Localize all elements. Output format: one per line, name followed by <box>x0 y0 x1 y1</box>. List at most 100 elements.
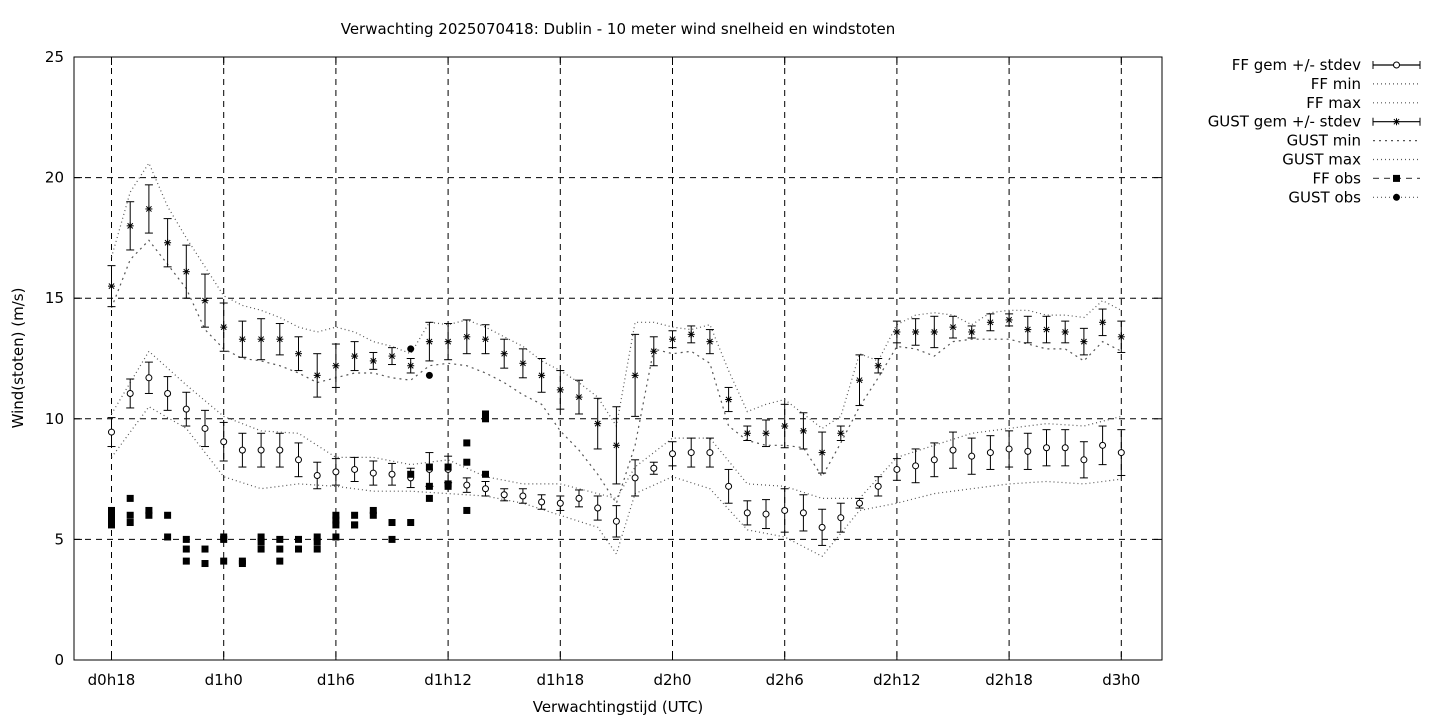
ff-mean-point <box>463 481 471 489</box>
star-stroke <box>837 430 844 437</box>
ff-mean-point <box>986 449 994 457</box>
ff-obs-point <box>126 494 134 502</box>
ff-obs-point <box>108 521 115 529</box>
star-stroke <box>893 328 900 335</box>
ff-obs-point <box>313 538 321 546</box>
ff-mean-point <box>874 482 882 490</box>
ff-obs-point <box>164 533 172 541</box>
legend-entry: FF max <box>1306 94 1420 112</box>
y-tick-label: 0 <box>54 651 64 669</box>
ff-obs-point <box>295 545 302 553</box>
ff-mean-point <box>949 446 957 454</box>
ff-mean-point <box>145 374 153 382</box>
gust-mean-point <box>575 393 583 401</box>
ff-mean-point <box>706 449 714 457</box>
ff-obs-point <box>444 463 452 471</box>
ff-obs-point <box>108 511 115 519</box>
gust-mean-point <box>612 441 620 449</box>
gust-mean-point <box>912 328 920 336</box>
gust-mean-point <box>313 371 321 379</box>
star-stroke <box>332 362 339 369</box>
ff-mean-point <box>369 469 377 477</box>
y-tick-label: 10 <box>45 410 64 428</box>
ff-obs-point <box>332 521 340 529</box>
ff-mean-point <box>575 494 583 502</box>
y-tick-label: 15 <box>45 289 64 307</box>
legend-label: GUST max <box>1282 151 1361 169</box>
ff-mean-point <box>538 498 546 506</box>
ff-obs-point <box>182 545 190 553</box>
ff-obs-point <box>145 511 153 519</box>
ff-obs-point <box>108 506 115 514</box>
ff-mean-point <box>762 510 770 518</box>
star-stroke <box>613 442 620 449</box>
star-stroke <box>819 449 826 456</box>
legend-swatch-marker <box>1393 118 1400 126</box>
star-stroke <box>276 336 283 343</box>
ff-obs-point <box>276 545 284 553</box>
axis-ticks: 0 5 10 15 20 25 d0h18 d1h0 d1h6 d1h12 d1h18 d2h0 d2h… <box>45 48 1162 689</box>
legend-entry: FF gem +/- stdev <box>1232 56 1421 74</box>
grid-lines <box>74 57 1162 660</box>
gust-mean-point <box>519 359 527 367</box>
gust-mean-point <box>874 362 882 370</box>
gust-obs-point <box>407 345 415 353</box>
ff-obs-point <box>182 557 190 565</box>
ff-mean-point <box>968 452 976 460</box>
gust-mean-point <box>743 429 751 437</box>
ff-obs-point <box>351 521 359 529</box>
gust-mean-point <box>818 449 826 457</box>
star-stroke <box>127 222 134 229</box>
star-stroke <box>239 336 246 343</box>
star-stroke <box>931 328 938 335</box>
x-axis-label: Verwachtingstijd (UTC) <box>533 698 704 716</box>
gust-mean-point <box>669 335 676 343</box>
ff-mean-point <box>631 474 639 482</box>
ff-obs-point <box>425 463 433 471</box>
x-tick-label: d2h6 <box>766 671 804 689</box>
gust-mean-point <box>164 239 172 247</box>
ff-obs-point <box>425 482 433 490</box>
ff-mean-point <box>856 499 863 507</box>
ff-mean-point <box>1117 449 1125 457</box>
x-tick-label: d1h0 <box>205 671 243 689</box>
ff-mean-point <box>930 456 938 464</box>
ff-mean-point <box>1043 444 1050 452</box>
gust-mean-point <box>1024 326 1032 334</box>
gust-mean-point <box>425 338 433 346</box>
ff-obs-point <box>257 545 265 553</box>
x-tick-label: d3h0 <box>1102 671 1140 689</box>
gust-mean-point <box>799 427 807 435</box>
star-stroke <box>576 394 582 401</box>
ff-mean-point <box>781 506 789 514</box>
ff-obs-point <box>295 535 302 543</box>
legend-label: GUST obs <box>1288 188 1361 206</box>
gust-mean-point <box>201 297 209 305</box>
star-stroke <box>632 372 639 379</box>
legend-swatch-marker <box>1393 193 1400 201</box>
gust-mean-point <box>594 420 602 428</box>
gust-mean-point <box>1117 333 1125 341</box>
ff-mean-point <box>201 424 209 432</box>
gust-mean-point <box>1099 318 1107 326</box>
legend-label: FF gem +/- stdev <box>1232 56 1361 74</box>
star-stroke <box>1118 333 1125 340</box>
ff-mean-point <box>238 446 246 454</box>
gust-mean-point <box>369 357 377 365</box>
ff-obs-point <box>257 533 265 541</box>
ff-mean-point <box>687 449 695 457</box>
ff-mean-point <box>1061 444 1069 452</box>
ff-obs-point <box>388 519 396 527</box>
ff-mean-point <box>650 464 658 472</box>
ff-mean-point <box>725 482 733 490</box>
x-tick-label: d1h18 <box>536 671 584 689</box>
star-stroke <box>706 338 713 345</box>
gust-mean-point <box>631 371 639 379</box>
star-stroke <box>781 423 788 430</box>
star-stroke <box>650 348 657 355</box>
star-stroke <box>258 336 265 343</box>
star-stroke <box>1099 319 1106 326</box>
ff-obs-point <box>463 506 471 514</box>
ff-obs-point <box>388 535 396 543</box>
ff-obs-point <box>126 519 134 527</box>
